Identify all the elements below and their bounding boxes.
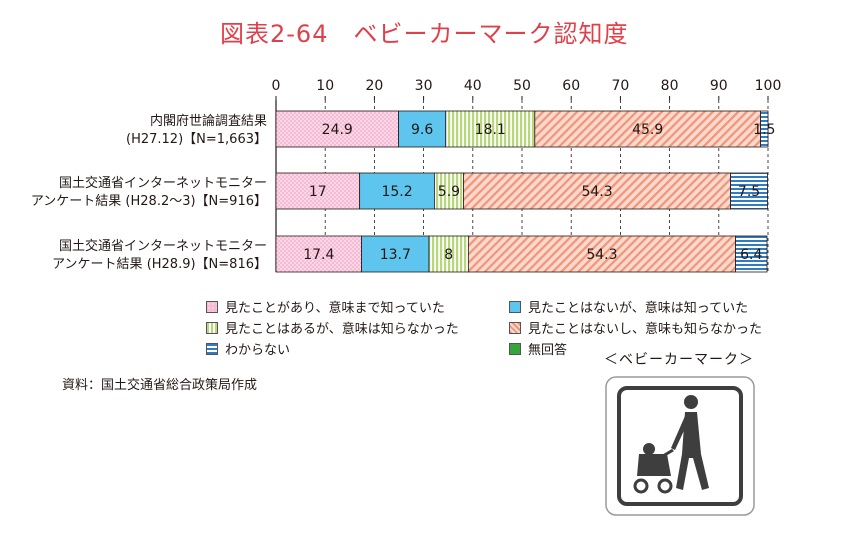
x-tick-label: 90 [710, 78, 728, 94]
x-tick-label: 20 [365, 78, 383, 94]
category-label-line1: 内閣府世論調査結果 [150, 113, 267, 129]
data-label: 24.9 [322, 122, 353, 138]
bar-segment-seen_know [275, 235, 363, 273]
bars: 24.9 9.6 18.1 45.9 1.5 17 15.2 5.9 54.3 7.5 17.4 13… [275, 110, 775, 273]
legend-item-seen_know: 見たことがあり、意味まで知っていた [206, 297, 445, 316]
bar-segment-notseen_notknow [534, 110, 762, 148]
x-tick-label: 10 [316, 78, 334, 94]
data-label: 15.2 [381, 184, 412, 200]
mark-caption: ＜ベビーカーマーク＞ [604, 352, 754, 368]
bar-segment-seen_notknow [428, 235, 469, 273]
chart-title: 図表2-64 ベビーカーマーク認知度 [220, 20, 629, 48]
legend-label: わからない [225, 343, 291, 358]
category-label-line2: アンケート結果 (H28.2～3)【N=916】 [31, 194, 267, 209]
data-label: 17.4 [303, 247, 334, 263]
category-label-line1: 国土交通省インターネットモニター [59, 238, 267, 254]
bar-segment-dontknow [730, 172, 768, 210]
bar-segment-notseen_notknow [463, 172, 732, 210]
x-tick-label: 80 [661, 78, 679, 94]
bar-segment-dontknow [760, 110, 769, 148]
legend-item-notseen_notknow: 見たことはないし、意味も知らなかった [509, 318, 762, 337]
legend-swatch [206, 342, 218, 355]
stacked-bar-chart: 0 10 20 30 40 50 60 70 80 90 100 24.9 9.6 18.1 45.9 1.… [31, 78, 782, 273]
category-label-line1: 国土交通省インターネットモニター [59, 175, 267, 191]
source-note: 資料：国土交通省総合政策局作成 [62, 378, 258, 393]
x-tick-label: 30 [415, 78, 433, 94]
stroller-mark-icon [605, 376, 755, 516]
legend-item-seen_notknow: 見たことはあるが、意味は知らなかった [206, 318, 459, 337]
legend-item-dontknow: わからない [206, 339, 290, 358]
x-tick-label: 0 [272, 78, 281, 94]
legend-swatch [509, 300, 521, 313]
legend-label: 無回答 [528, 343, 568, 358]
legend-swatch [206, 300, 218, 313]
legend-swatch [509, 342, 521, 355]
data-label: 1.5 [753, 122, 775, 138]
legend-item-notseen_know: 見たことはないが、意味は知っていた [509, 297, 748, 316]
x-tick-label: 60 [562, 78, 580, 94]
legend-swatch [206, 321, 218, 334]
bar-segment-notseen_notknow [467, 235, 736, 273]
category-label-line2: (H27.12)【N=1,663】 [126, 132, 267, 147]
legend-label: 見たことはないし、意味も知らなかった [528, 322, 763, 337]
x-tick-label: 100 [755, 78, 782, 94]
data-label: 5.9 [438, 184, 460, 200]
bar-segment-notseen_know [359, 172, 435, 210]
data-label: 9.6 [411, 122, 433, 138]
data-label: 6.4 [740, 247, 762, 263]
data-label: 54.3 [581, 184, 612, 200]
x-tick-label: 40 [464, 78, 482, 94]
legend-label: 見たことはあるが、意味は知らなかった [225, 322, 459, 337]
data-label: 45.9 [632, 122, 663, 138]
bar-segment-dontknow [735, 235, 768, 273]
x-axis-ticks: 0 10 20 30 40 50 60 70 80 90 100 [272, 78, 782, 94]
data-label: 7.5 [738, 184, 760, 200]
legend-swatch [509, 321, 521, 334]
bar-segment-notseen_know [398, 110, 447, 148]
data-label: 17 [309, 184, 327, 200]
legend-label: 見たことはないが、意味は知っていた [528, 301, 749, 316]
data-label: 13.7 [380, 247, 411, 263]
x-tick-label: 70 [611, 78, 629, 94]
legend-item-noanswer: 無回答 [509, 339, 567, 358]
legend-label: 見たことがあり、意味まで知っていた [225, 301, 445, 316]
x-tick-label: 50 [513, 78, 531, 94]
category-labels: 内閣府世論調査結果 (H27.12)【N=1,663】国土交通省インターネットモニ… [31, 113, 267, 272]
data-label: 8 [444, 247, 453, 263]
category-label-line2: アンケート結果 (H28.9)【N=816】 [52, 257, 267, 272]
data-label: 18.1 [475, 122, 506, 138]
data-label: 54.3 [586, 247, 617, 263]
bar-segment-notseen_know [361, 235, 430, 273]
